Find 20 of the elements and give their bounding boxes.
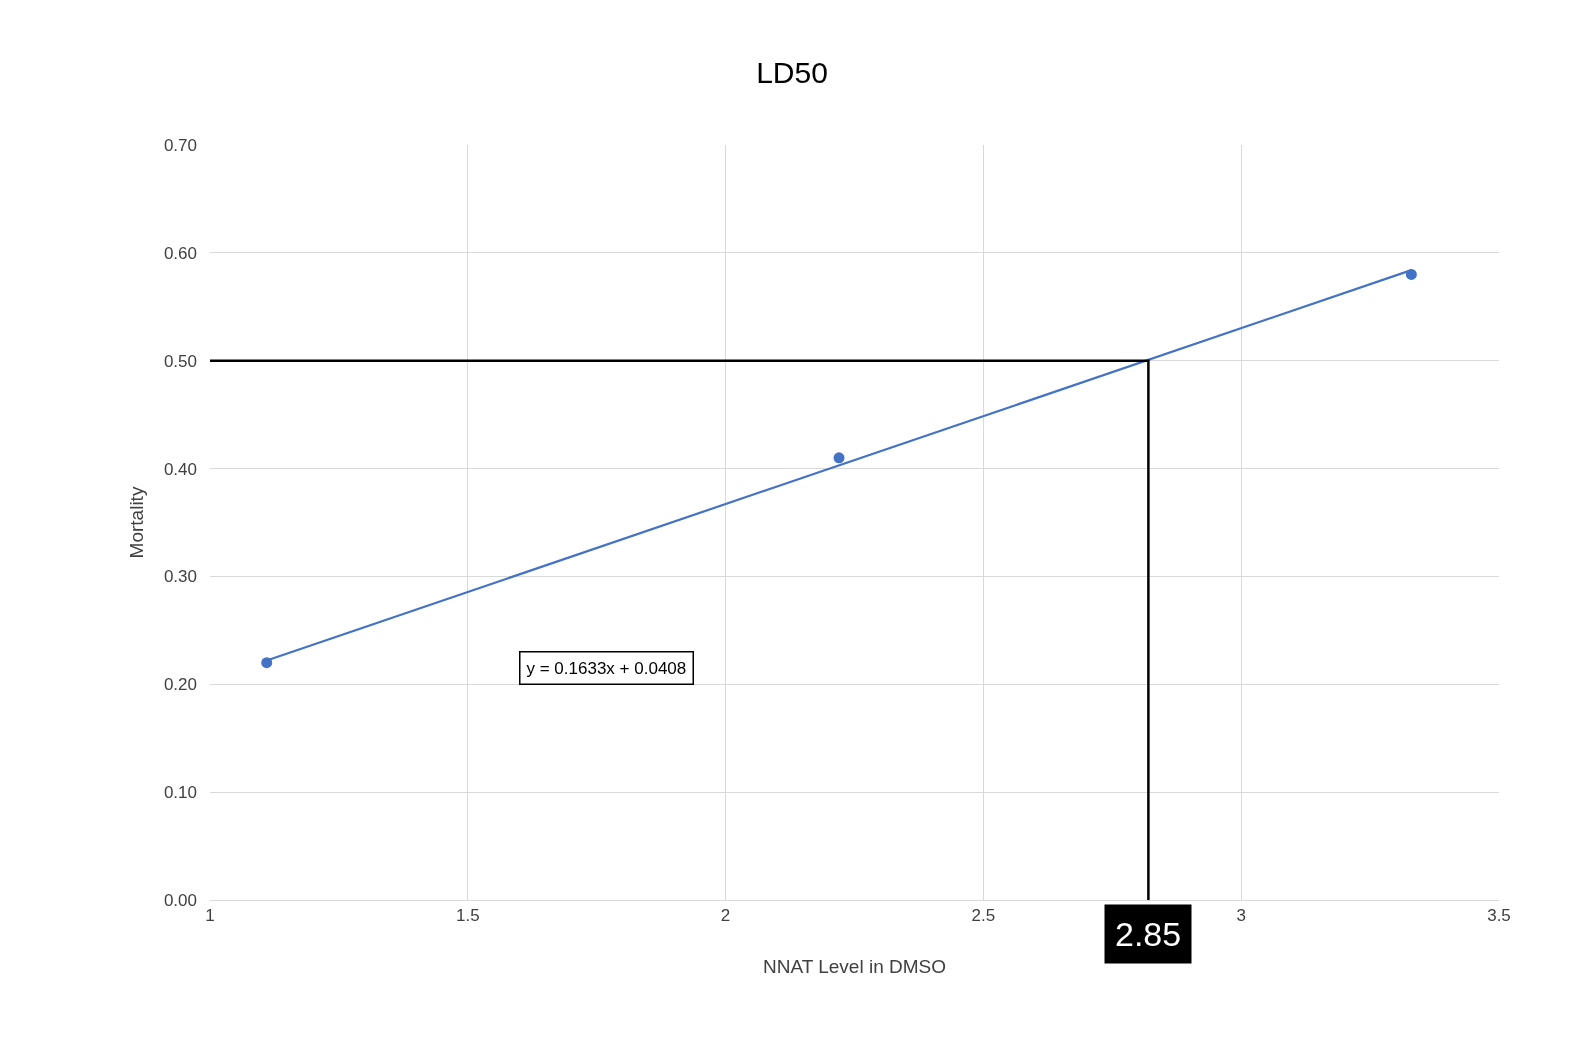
y-tick-label: 0.70 [163, 135, 197, 155]
x-tick-label: 1.5 [455, 906, 480, 926]
y-axis-title: Mortality [125, 486, 147, 559]
y-tick-label: 0.10 [163, 783, 197, 803]
annotation: 2.85 [1115, 915, 1182, 953]
point [833, 452, 845, 464]
x-tick-label: 3 [1236, 906, 1246, 926]
chart-title: LD50 [756, 56, 828, 90]
y-tick-label: 0.20 [163, 675, 197, 695]
y-tick-label: 0.50 [163, 351, 197, 371]
x-tick-label: 1 [205, 906, 215, 926]
annotation: y = 0.1633x + 0.0408 [526, 658, 687, 678]
x-tick-label: 2.5 [971, 906, 996, 926]
y-tick-label: 0.60 [163, 243, 197, 263]
y-tick-label: 0.00 [163, 890, 197, 910]
x-tick-label: 2 [720, 906, 731, 926]
x-tick-label: 3.5 [1487, 906, 1511, 926]
y-tick-label: 0.40 [163, 459, 197, 479]
y-tick-label: 0.30 [163, 567, 197, 587]
x-axis-title: NNAT Level in DMSO [762, 956, 947, 978]
